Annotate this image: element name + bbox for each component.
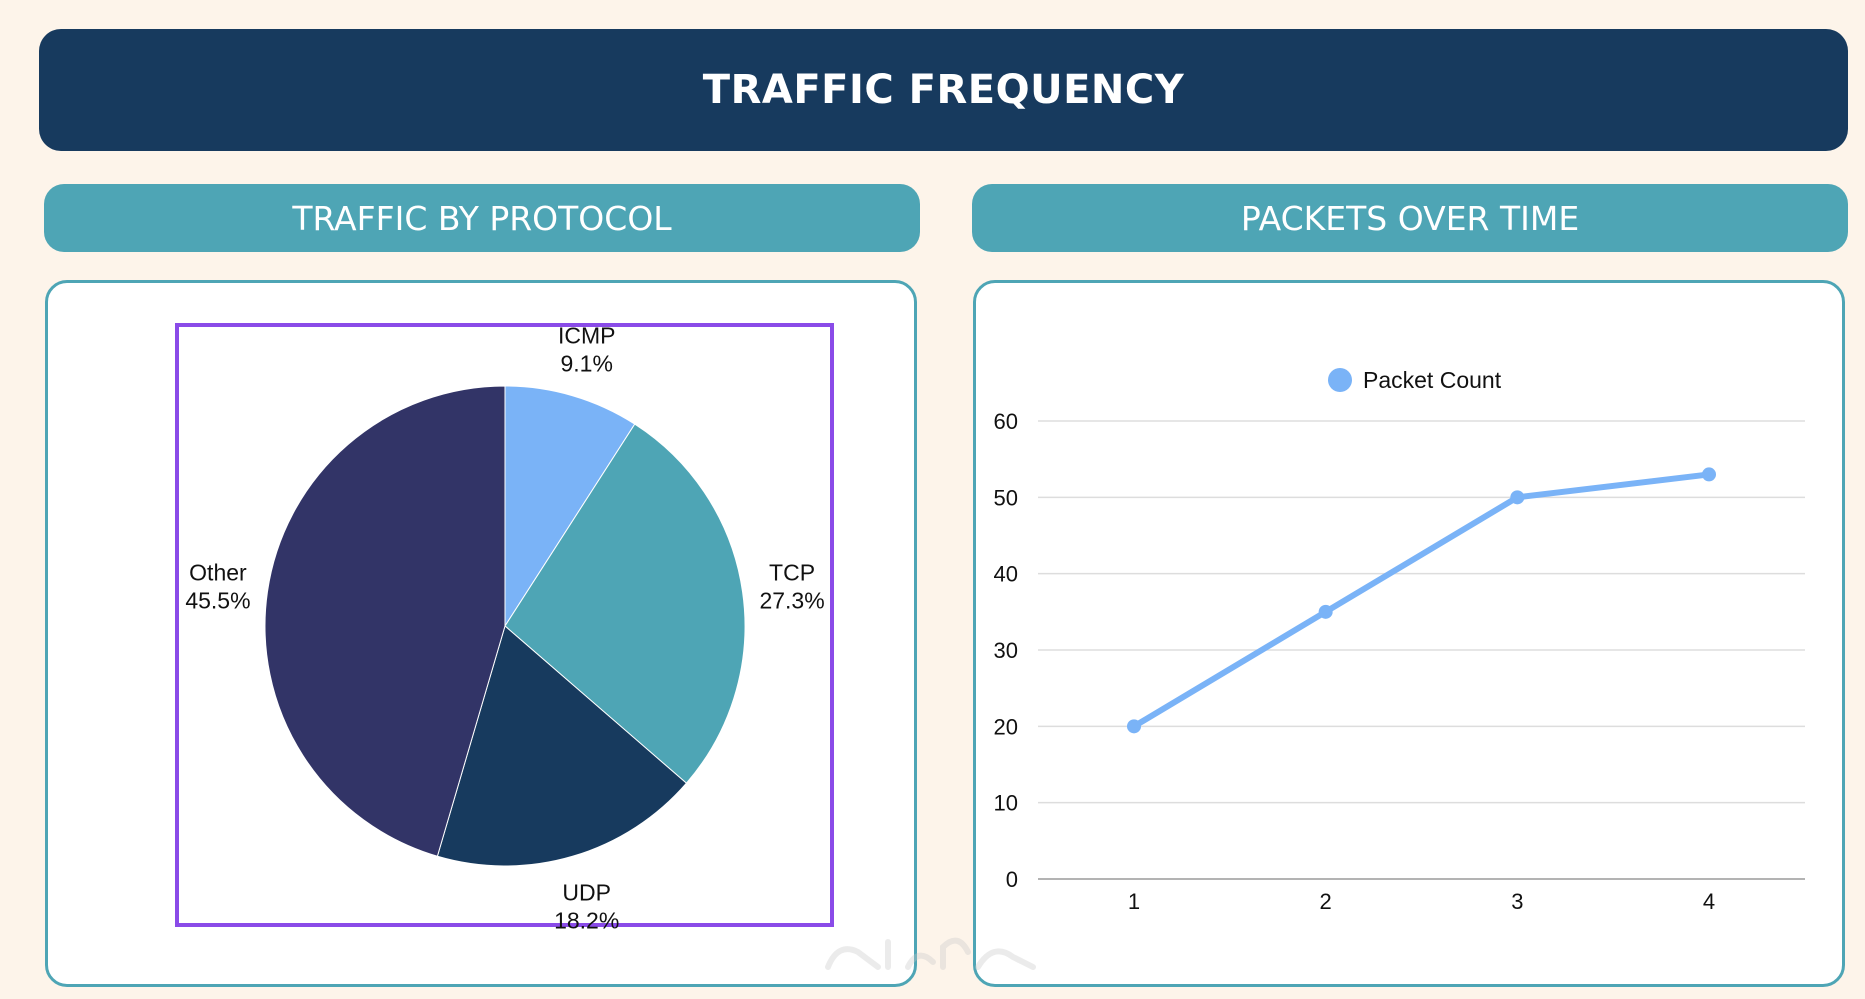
y-tick-label: 20	[994, 714, 1018, 739]
y-tick-label: 40	[994, 562, 1018, 587]
pie-value-tcp: 27.3%	[759, 588, 824, 614]
series-line-packet-count	[1131, 471, 1712, 730]
pie-label-udp: UDP	[562, 879, 611, 905]
y-tick-label: 0	[1006, 867, 1018, 892]
x-tick-label: 2	[1320, 889, 1332, 914]
data-point	[1318, 604, 1333, 619]
x-tick-label: 4	[1703, 889, 1715, 914]
legend-label: Packet Count	[1363, 367, 1502, 393]
pie-slice-udp	[436, 625, 688, 867]
pie-panel: ICMP 9.1% TCP 27.3% UDP 18.2% Other 45.5%	[45, 280, 917, 987]
y-tick-label: 10	[994, 791, 1018, 816]
pie-label-tcp: TCP	[769, 560, 815, 586]
pie-label-icmp: ICMP	[558, 323, 616, 349]
line-panel: Packet Count 0 10 20 30 40 50 60 1 2 3 4	[973, 280, 1845, 987]
time-section-title: PACKETS OVER TIME	[1240, 198, 1580, 238]
pie-value-icmp: 9.1%	[560, 351, 612, 377]
pie-value-other: 45.5%	[185, 588, 250, 614]
pie-slice-tcp	[504, 423, 746, 784]
data-point	[1127, 719, 1141, 734]
data-point	[1702, 467, 1716, 482]
y-tick-label: 60	[994, 409, 1018, 434]
x-tick-label: 3	[1511, 889, 1523, 914]
protocol-section-header: TRAFFIC BY PROTOCOL	[44, 184, 920, 252]
y-tick-label: 30	[994, 638, 1018, 663]
watermark-logo	[825, 937, 1036, 970]
page-title: TRAFFIC FREQUENCY	[702, 67, 1185, 113]
packets-line-chart: Packet Count 0 10 20 30 40 50 60 1 2 3 4	[994, 367, 1805, 914]
legend-marker	[1328, 368, 1352, 392]
time-section-header: PACKETS OVER TIME	[972, 184, 1848, 252]
data-point	[1510, 490, 1525, 505]
pie-slice-icmp	[504, 385, 636, 628]
x-tick-label: 1	[1128, 889, 1140, 914]
pie-value-udp: 18.2%	[554, 907, 619, 933]
pie-highlight-frame	[175, 323, 834, 927]
pie-slice-other	[264, 385, 506, 857]
protocol-section-title: TRAFFIC BY PROTOCOL	[292, 198, 672, 238]
y-tick-label: 50	[994, 485, 1018, 510]
main-banner: TRAFFIC FREQUENCY	[39, 29, 1848, 151]
pie-label-other: Other	[189, 560, 247, 586]
